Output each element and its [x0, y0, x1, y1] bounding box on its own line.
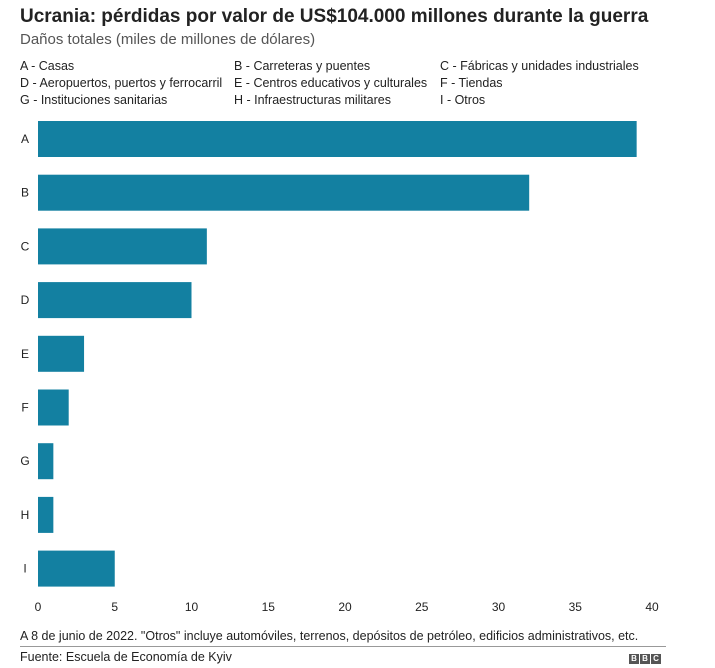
legend-item-g: G - Instituciones sanitarias — [20, 93, 168, 107]
legend-item-f: F - Tiendas — [440, 76, 503, 90]
legend-item-a: A - Casas — [20, 59, 75, 73]
footnote: A 8 de junio de 2022. "Otros" incluye au… — [20, 629, 639, 643]
legend-item-h: H - Infraestructuras militares — [234, 93, 391, 107]
bar-g — [38, 443, 54, 480]
category-label-i: I — [23, 562, 26, 576]
legend-item-b: B - Carreteras y puentes — [234, 59, 371, 73]
x-tick-label: 35 — [569, 600, 583, 614]
logo-letter-b1: B — [629, 654, 639, 664]
category-label-h: H — [21, 508, 30, 522]
category-label-b: B — [21, 186, 29, 200]
x-tick-label: 0 — [35, 600, 42, 614]
legend-item-i: I - Otros — [440, 93, 486, 107]
x-tick-label: 10 — [185, 600, 199, 614]
x-tick-label: 20 — [338, 600, 352, 614]
bar-b — [38, 174, 530, 211]
bar-f — [38, 389, 69, 426]
logo-letter-c: C — [651, 654, 661, 664]
x-tick-label: 25 — [415, 600, 429, 614]
legend-item-d: D - Aeropuertos, puertos y ferrocarril — [20, 76, 223, 90]
category-label-g: G — [20, 454, 29, 468]
chart-subtitle: Daños totales (miles de millones de dóla… — [20, 31, 316, 48]
bar-a — [38, 121, 637, 157]
footer-divider — [20, 646, 666, 647]
category-label-d: D — [21, 293, 30, 307]
chart-title: Ucrania: pérdidas por valor de US$104.00… — [20, 6, 649, 27]
category-label-e: E — [21, 347, 29, 361]
category-label-f: F — [21, 401, 28, 415]
category-label-c: C — [21, 239, 30, 253]
category-label-a: A — [21, 132, 29, 146]
bar-i — [38, 550, 115, 587]
legend-item-e: E - Centros educativos y culturales — [234, 76, 428, 90]
logo-letter-b2: B — [640, 654, 650, 664]
bar-h — [38, 496, 54, 533]
legend-item-c: C - Fábricas y unidades industriales — [440, 59, 639, 73]
x-tick-label: 40 — [645, 600, 659, 614]
x-tick-label: 30 — [492, 600, 506, 614]
x-tick-label: 15 — [262, 600, 276, 614]
bbc-logo: B B C — [629, 654, 661, 664]
source-line: Fuente: Escuela de Economía de Kyiv — [20, 650, 232, 664]
x-tick-label: 5 — [111, 600, 118, 614]
bar-d — [38, 282, 192, 319]
bar-e — [38, 335, 85, 372]
bar-c — [38, 228, 207, 265]
